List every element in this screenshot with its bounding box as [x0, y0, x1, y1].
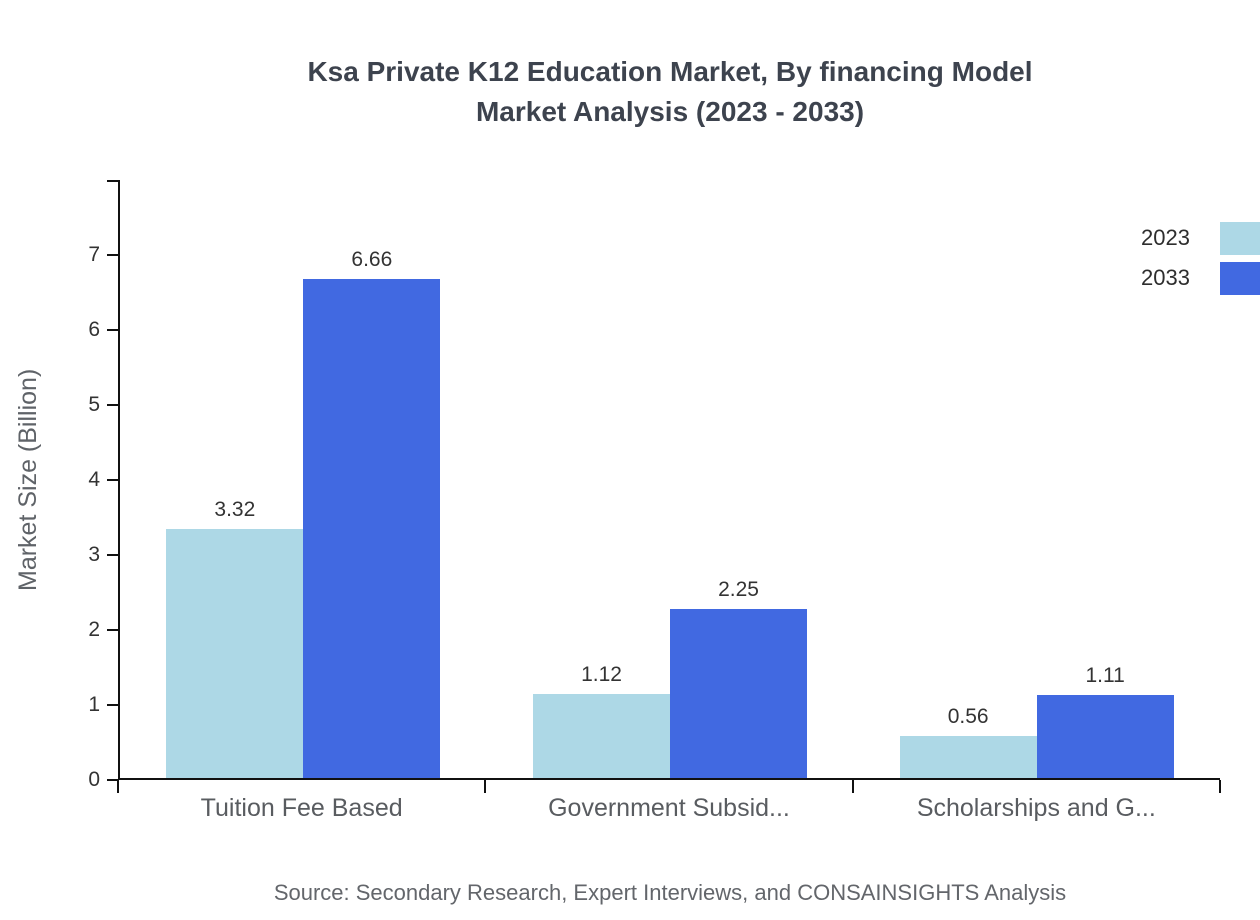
x-tick-mark: [117, 780, 119, 793]
y-tick-mark: [107, 479, 118, 481]
x-tick-mark: [484, 780, 487, 793]
bar-groups: 3.32 6.66 1.12 2.25 0.56 1.11: [120, 180, 1220, 778]
y-tick-mark: [107, 554, 118, 556]
bar-2023-1: 3.32: [166, 498, 304, 778]
y-tick-label: 1: [88, 693, 100, 716]
bar-value-label: 2.25: [718, 578, 759, 602]
x-axis-ticks: [117, 780, 1221, 794]
chart-title-line1: Ksa Private K12 Education Market, By fin…: [307, 56, 1033, 87]
category-labels: Tuition Fee Based Government Subsid... Sch…: [118, 794, 1220, 823]
category-label-2: Government Subsid...: [548, 794, 790, 822]
y-tick-label: 6: [88, 318, 100, 341]
y-tick-mark: [107, 629, 118, 631]
legend-swatch-2023: [1220, 221, 1260, 255]
bar-value-label: 0.56: [947, 705, 989, 728]
bar-2023-2: 1.12: [533, 663, 670, 778]
bar-group-3: 0.56 1.11: [853, 180, 1220, 778]
bar-value-label: 6.66: [351, 247, 393, 271]
y-tick-label: 5: [88, 393, 100, 416]
plot-area: 3.32 6.66 1.12 2.25 0.56 1.11: [118, 180, 1220, 780]
chart-title-line2: Market Analysis (2023 - 2033): [475, 96, 865, 127]
category-label-3: Scholarships and G...: [916, 794, 1156, 822]
legend-swatch-2033: [1220, 261, 1260, 295]
y-axis-cap-tick: [107, 180, 118, 182]
y-tick-mark: [107, 704, 118, 706]
y-axis-ticks: 0 1 2 3 4 5 6 7: [0, 180, 118, 791]
bar-value-label: 1.11: [1085, 663, 1125, 687]
bar-group-2: 1.12 2.25: [487, 180, 854, 778]
y-tick-label: 4: [88, 468, 100, 491]
bar-2023-3: 0.56: [899, 705, 1037, 778]
category-label-1: Tuition Fee Based: [200, 794, 403, 822]
y-tick-label: 7: [88, 243, 100, 266]
y-tick-label: 3: [88, 543, 100, 566]
x-tick-mark: [1219, 780, 1221, 793]
legend: 2023 2033: [1141, 218, 1260, 298]
y-tick-mark: [107, 779, 118, 781]
bar-2033-1: 6.66: [303, 248, 441, 778]
bar-2033-2: 2.25: [670, 578, 807, 778]
legend-item-2033: 2033: [1141, 258, 1260, 298]
y-tick-mark: [107, 404, 118, 406]
y-tick-mark: [107, 329, 118, 331]
bar-2033-3: 1.11: [1036, 664, 1174, 778]
x-tick-mark: [851, 780, 854, 793]
legend-label-2023: 2023: [1141, 225, 1190, 250]
chart-title: Ksa Private K12 Education Market, By fin…: [80, 52, 1260, 132]
legend-item-2023: 2023: [1141, 218, 1260, 258]
bar-value-label: 3.32: [214, 498, 256, 521]
bar-group-1: 3.32 6.66: [120, 180, 487, 778]
bar-value-label: 1.12: [581, 663, 622, 686]
y-tick-label: 0: [88, 768, 100, 791]
y-tick-mark: [107, 254, 118, 256]
source-note: Source: Secondary Research, Expert Inter…: [273, 880, 1067, 905]
legend-label-2033: 2033: [1141, 265, 1190, 290]
y-tick-label: 2: [88, 618, 100, 641]
